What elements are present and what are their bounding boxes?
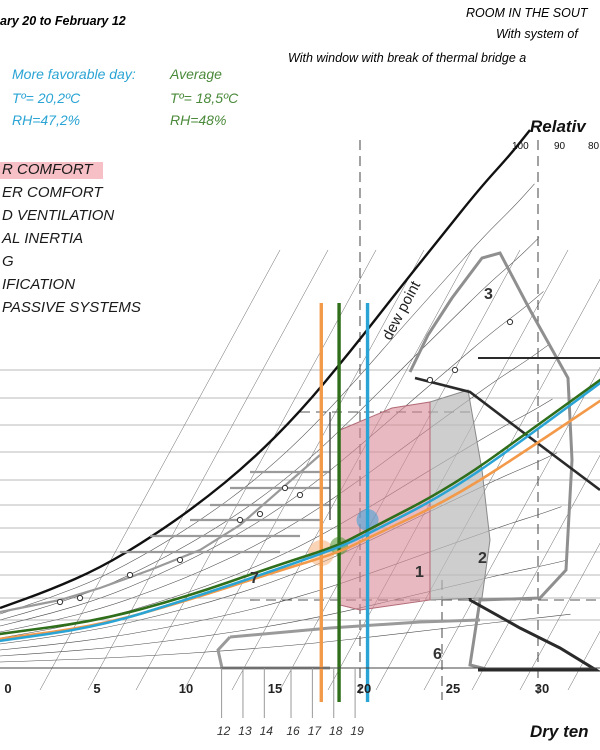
legend-item-winter-comfort: ER COMFORT: [2, 184, 103, 201]
zone-label-1: 1: [415, 564, 424, 581]
legend-item-comfort: R COMFORT: [2, 161, 93, 178]
average-temp: Tº= 18,5ºC: [170, 90, 239, 106]
series-line-orange: [0, 399, 600, 641]
x-tick-label: 10: [179, 681, 193, 696]
rh-curve: [0, 560, 567, 657]
zone-6-top: [229, 618, 481, 639]
enthalpy-line: [39, 249, 281, 691]
hour-tick-label: 13: [238, 724, 252, 738]
hour-tick-label: 18: [329, 724, 343, 738]
zone-label-7: 7: [250, 570, 259, 587]
rh-tick-80: 80: [588, 141, 600, 152]
favorable-rh: RH=47,2%: [12, 112, 81, 128]
reading-marker: [281, 484, 289, 492]
legend-item-ventilation: D VENTILATION: [2, 207, 115, 224]
x-tick-label: 15: [268, 681, 282, 696]
rh-curve: [0, 237, 540, 621]
x-tick-label: 25: [446, 681, 460, 696]
x-tick-label: 30: [535, 681, 549, 696]
legend-highlight: [0, 162, 103, 179]
legend-item-passive-systems: PASSIVE SYSTEMS: [2, 299, 141, 316]
enthalpy-line: [519, 542, 600, 691]
rh-curve: [0, 183, 535, 615]
rh-tick-100: 100: [512, 141, 529, 152]
zone-6-outline: [468, 598, 600, 672]
enthalpy-line: [471, 454, 600, 691]
reading-marker: [451, 366, 459, 374]
legend-item-humidification: IFICATION: [2, 276, 76, 293]
zone-6-left: [216, 635, 330, 670]
rh-curve: [0, 613, 571, 663]
zone-label-6: 6: [433, 646, 442, 663]
zone-label-2: 2: [478, 550, 487, 567]
hour-tick-label: 17: [308, 724, 323, 738]
reading-marker: [126, 571, 134, 579]
zone-3-outline: [408, 251, 574, 672]
reading-marker: [236, 516, 244, 524]
series-line-green: [0, 378, 600, 636]
room-title: ROOM IN THE SOUT: [466, 6, 588, 20]
rh-tick-90: 90: [554, 141, 566, 152]
hour-tick-label: 19: [350, 724, 364, 738]
dry-temperature-title: Dry ten: [530, 722, 589, 741]
reading-marker: [176, 556, 184, 564]
zone-label-3: 3: [484, 286, 493, 303]
series-line-blue: [0, 381, 600, 643]
room-window: With window with break of thermal bridge…: [288, 51, 527, 65]
legend-item-inertia: AL INERTIA: [2, 230, 84, 247]
saturation-curve: [0, 129, 531, 610]
hour-tick-label: 14: [260, 724, 274, 738]
zone-boundary: [414, 376, 600, 492]
favorable-temp: Tº= 20,2ºC: [12, 90, 81, 106]
enthalpy-line: [423, 366, 600, 691]
hour-tick-label: 12: [217, 724, 231, 738]
reading-marker: [426, 376, 434, 384]
reading-marker: [256, 510, 264, 518]
room-system: With system of: [496, 27, 578, 41]
x-tick-label: 5: [93, 681, 100, 696]
reading-marker: [56, 598, 64, 606]
enthalpy-line: [135, 249, 377, 691]
enthalpy-line: [87, 249, 329, 691]
reading-marker: [76, 594, 84, 602]
reading-marker: [296, 491, 304, 499]
legend-item-g: G: [2, 253, 14, 270]
relative-humidity-title: Relativ: [530, 117, 586, 136]
average-label: Average: [170, 66, 222, 82]
period-label: ary 20 to February 12: [0, 14, 126, 28]
x-tick-label: 20: [357, 681, 371, 696]
hour-tick-label: 16: [286, 724, 300, 738]
zone-7-envelope: [0, 454, 321, 614]
x-tick-label: 0: [4, 681, 11, 696]
average-rh: RH=48%: [170, 112, 227, 128]
reading-marker: [506, 318, 514, 326]
favorable-label: More favorable day:: [12, 66, 136, 82]
